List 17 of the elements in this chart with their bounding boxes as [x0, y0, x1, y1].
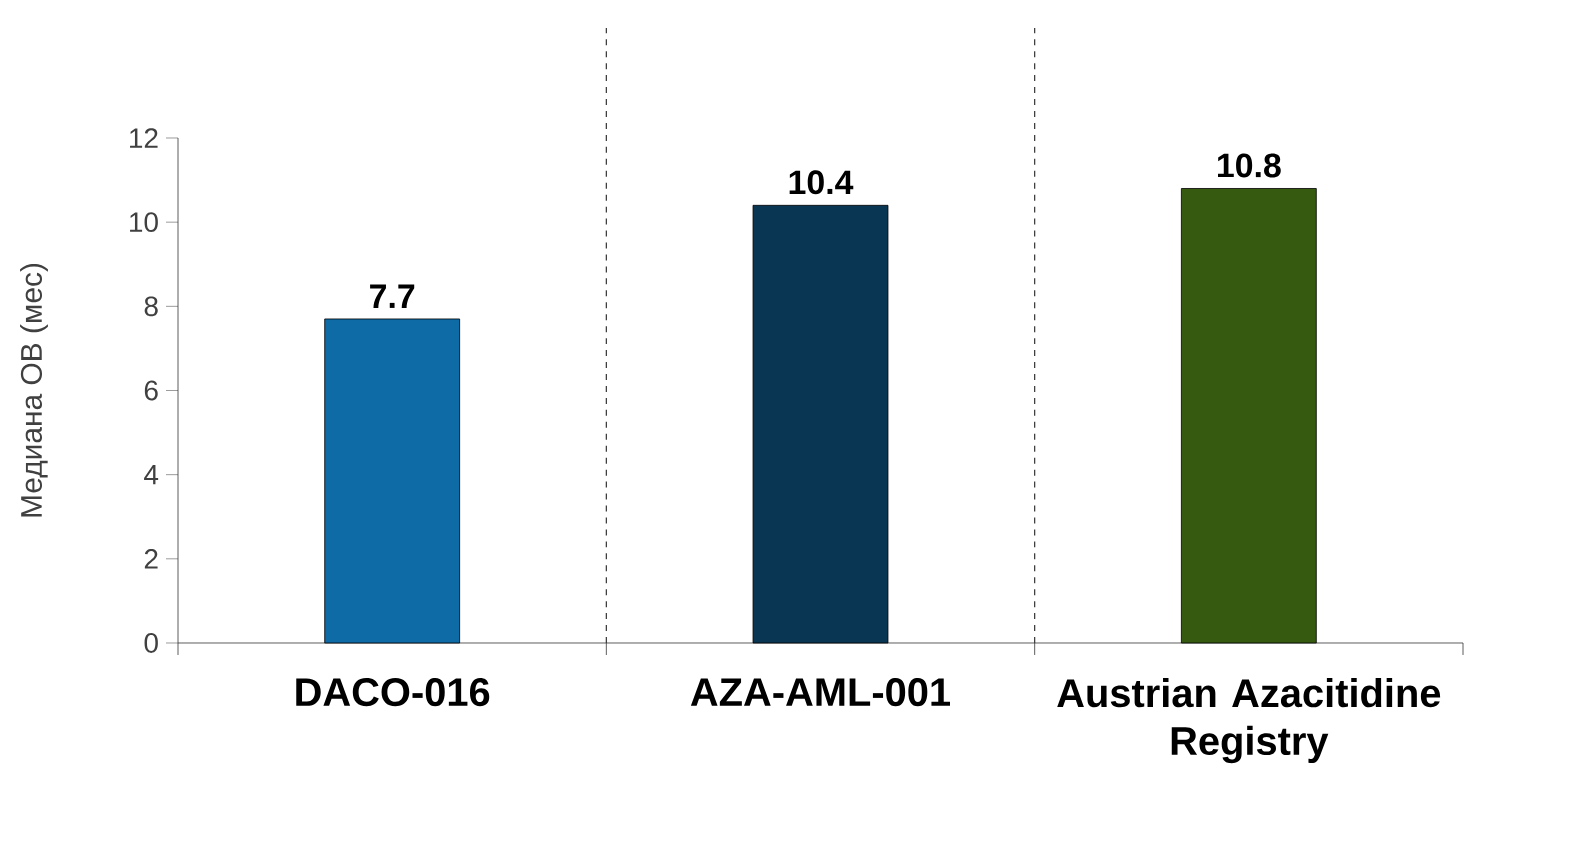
y-tick-label: 12	[130, 128, 158, 148]
x-tick-label: AZA-AML-001	[690, 678, 950, 707]
y-tick-label: 4	[144, 465, 159, 485]
bar	[324, 318, 461, 644]
x-tick-label: Austrian Azacitidine Registry	[1057, 678, 1441, 764]
y-tick-label: 6	[144, 380, 158, 401]
y-tick-label: 10	[130, 212, 158, 233]
y-tick-label: 2	[144, 549, 158, 569]
bar	[1180, 188, 1317, 644]
y-axis-title: Медиана ОВ (мес)	[20, 263, 48, 517]
y-tick-label: 0	[144, 633, 158, 653]
x-tick-label: DACO-016	[296, 678, 490, 707]
y-tick-label: 8	[144, 296, 158, 317]
bar	[752, 204, 889, 644]
data-label: 10.4	[789, 170, 854, 195]
data-label: 10.8	[1218, 153, 1281, 178]
data-label: 7.7	[370, 284, 415, 308]
